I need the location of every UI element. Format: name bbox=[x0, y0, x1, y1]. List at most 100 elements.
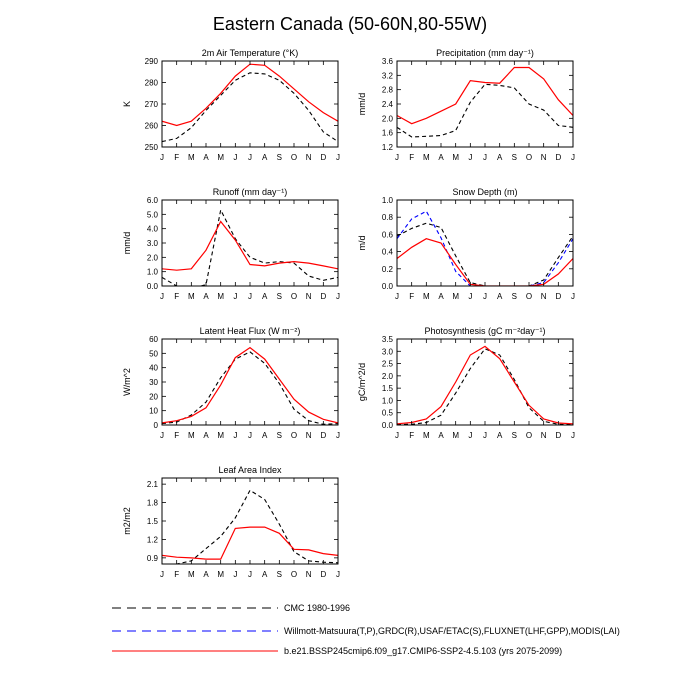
panel-title: Snow Depth (m) bbox=[452, 187, 517, 197]
chart-panel: Photosynthesis (gC m⁻²day⁻¹)J F M A M J J A S O N D… bbox=[357, 326, 575, 440]
y-tick-label: 1.2 bbox=[382, 143, 394, 152]
x-tick-label: A bbox=[203, 292, 209, 301]
x-tick-label: M bbox=[217, 431, 224, 440]
x-tick-label: A bbox=[438, 153, 444, 162]
x-tick-label: M bbox=[188, 570, 195, 579]
y-axis-label: m2/m2 bbox=[122, 507, 132, 535]
panels: 2m Air Temperature (°K)J F M A M J J A S O N D J2502… bbox=[122, 48, 575, 579]
series-group bbox=[162, 489, 338, 564]
y-tick-label: 2.0 bbox=[382, 372, 394, 381]
panel-title: 2m Air Temperature (°K) bbox=[202, 48, 298, 58]
y-tick-label: 2.0 bbox=[147, 253, 159, 262]
x-tick-label: J bbox=[233, 431, 237, 440]
x-tick-label: M bbox=[217, 153, 224, 162]
x-tick-label: S bbox=[277, 431, 282, 440]
y-tick-label: 40 bbox=[149, 364, 158, 373]
y-tick-label: 0.2 bbox=[382, 265, 394, 274]
x-tick-label: M bbox=[188, 153, 195, 162]
chart-panel: Runoff (mm day⁻¹)J F M A M J J A S O N D J0.01.02.03… bbox=[122, 187, 340, 301]
x-tick-label: M bbox=[452, 292, 459, 301]
x-tick-label: D bbox=[555, 153, 561, 162]
panel-title: Precipitation (mm day⁻¹) bbox=[436, 48, 534, 58]
x-tick-label: F bbox=[174, 570, 179, 579]
x-tick-label: D bbox=[320, 292, 326, 301]
y-tick-label: 2.0 bbox=[382, 114, 394, 123]
y-tick-label: 5.0 bbox=[147, 210, 159, 219]
y-tick-label: 1.0 bbox=[147, 268, 159, 277]
x-tick-label: O bbox=[526, 431, 532, 440]
x-tick-label: D bbox=[555, 431, 561, 440]
y-tick-label: 30 bbox=[149, 378, 158, 387]
x-tick-label: J bbox=[336, 292, 340, 301]
plot-frame bbox=[396, 338, 574, 426]
chart-panel: Precipitation (mm day⁻¹)J F M A M J J A S O N D J1.2… bbox=[357, 48, 575, 162]
x-tick-label: F bbox=[174, 292, 179, 301]
x-tick-label: J bbox=[248, 431, 252, 440]
x-tick-label: J bbox=[571, 431, 575, 440]
y-tick-label: 1.5 bbox=[147, 517, 159, 526]
x-tick-label: O bbox=[291, 153, 297, 162]
x-tick-label: J bbox=[248, 292, 252, 301]
x-tick-label: N bbox=[306, 570, 312, 579]
x-tick-label: J bbox=[395, 292, 399, 301]
y-tick-label: 0.4 bbox=[382, 248, 394, 257]
series-line bbox=[162, 220, 338, 271]
y-tick-label: 0 bbox=[154, 421, 159, 430]
x-tick-label: M bbox=[423, 431, 430, 440]
y-tick-label: 270 bbox=[145, 100, 159, 109]
x-tick-label: J bbox=[483, 292, 487, 301]
x-tick-label: J bbox=[468, 153, 472, 162]
x-tick-label: A bbox=[262, 292, 268, 301]
y-tick-label: 0.0 bbox=[147, 282, 159, 291]
series-line bbox=[397, 66, 573, 125]
y-tick-label: 290 bbox=[145, 57, 159, 66]
x-tick-label: S bbox=[512, 292, 517, 301]
x-tick-label: M bbox=[188, 292, 195, 301]
series-line bbox=[397, 222, 573, 286]
page-title: Eastern Canada (50-60N,80-55W) bbox=[213, 14, 487, 34]
x-tick-label: J bbox=[233, 570, 237, 579]
panel-title: Latent Heat Flux (W m⁻²) bbox=[200, 326, 301, 336]
x-tick-label: S bbox=[512, 153, 517, 162]
x-tick-label: M bbox=[188, 431, 195, 440]
chart-panel: Latent Heat Flux (W m⁻²)J F M A M J J A S O N D J010… bbox=[122, 326, 340, 440]
series-group bbox=[162, 63, 338, 143]
series-line bbox=[162, 208, 338, 286]
x-tick-label: D bbox=[320, 431, 326, 440]
series-group bbox=[397, 210, 573, 286]
series-line bbox=[397, 83, 573, 138]
x-tick-label: O bbox=[526, 153, 532, 162]
x-tick-label: J bbox=[395, 153, 399, 162]
y-tick-label: 1.0 bbox=[382, 396, 394, 405]
x-tick-label: J bbox=[468, 431, 472, 440]
plot-frame bbox=[396, 60, 574, 148]
x-tick-label: A bbox=[262, 570, 268, 579]
y-tick-label: 20 bbox=[149, 392, 158, 401]
x-tick-label: N bbox=[541, 431, 547, 440]
y-tick-label: 1.2 bbox=[147, 535, 159, 544]
x-tick-label: O bbox=[526, 292, 532, 301]
x-tick-label: M bbox=[217, 292, 224, 301]
y-tick-label: 1.5 bbox=[382, 384, 394, 393]
panel-title: Leaf Area Index bbox=[218, 465, 282, 475]
series-line bbox=[162, 72, 338, 143]
x-tick-label: J bbox=[248, 570, 252, 579]
y-tick-label: 3.2 bbox=[382, 71, 394, 80]
x-tick-label: M bbox=[423, 292, 430, 301]
x-tick-label: J bbox=[468, 292, 472, 301]
legend-label: CMC 1980-1996 bbox=[284, 603, 350, 613]
x-tick-label: A bbox=[203, 153, 209, 162]
x-tick-label: A bbox=[438, 292, 444, 301]
x-tick-label: O bbox=[291, 292, 297, 301]
x-tick-label: M bbox=[452, 431, 459, 440]
legend-label: b.e21.BSSP245cmip6.f09_g17.CMIP6-SSP2-4.… bbox=[284, 646, 562, 656]
y-tick-label: 4.0 bbox=[147, 225, 159, 234]
x-tick-label: J bbox=[483, 431, 487, 440]
x-tick-label: J bbox=[336, 153, 340, 162]
series-line bbox=[174, 489, 338, 564]
x-tick-label: J bbox=[233, 153, 237, 162]
y-tick-label: 6.0 bbox=[147, 196, 159, 205]
y-tick-label: 250 bbox=[145, 143, 159, 152]
plot-frame bbox=[161, 199, 339, 287]
